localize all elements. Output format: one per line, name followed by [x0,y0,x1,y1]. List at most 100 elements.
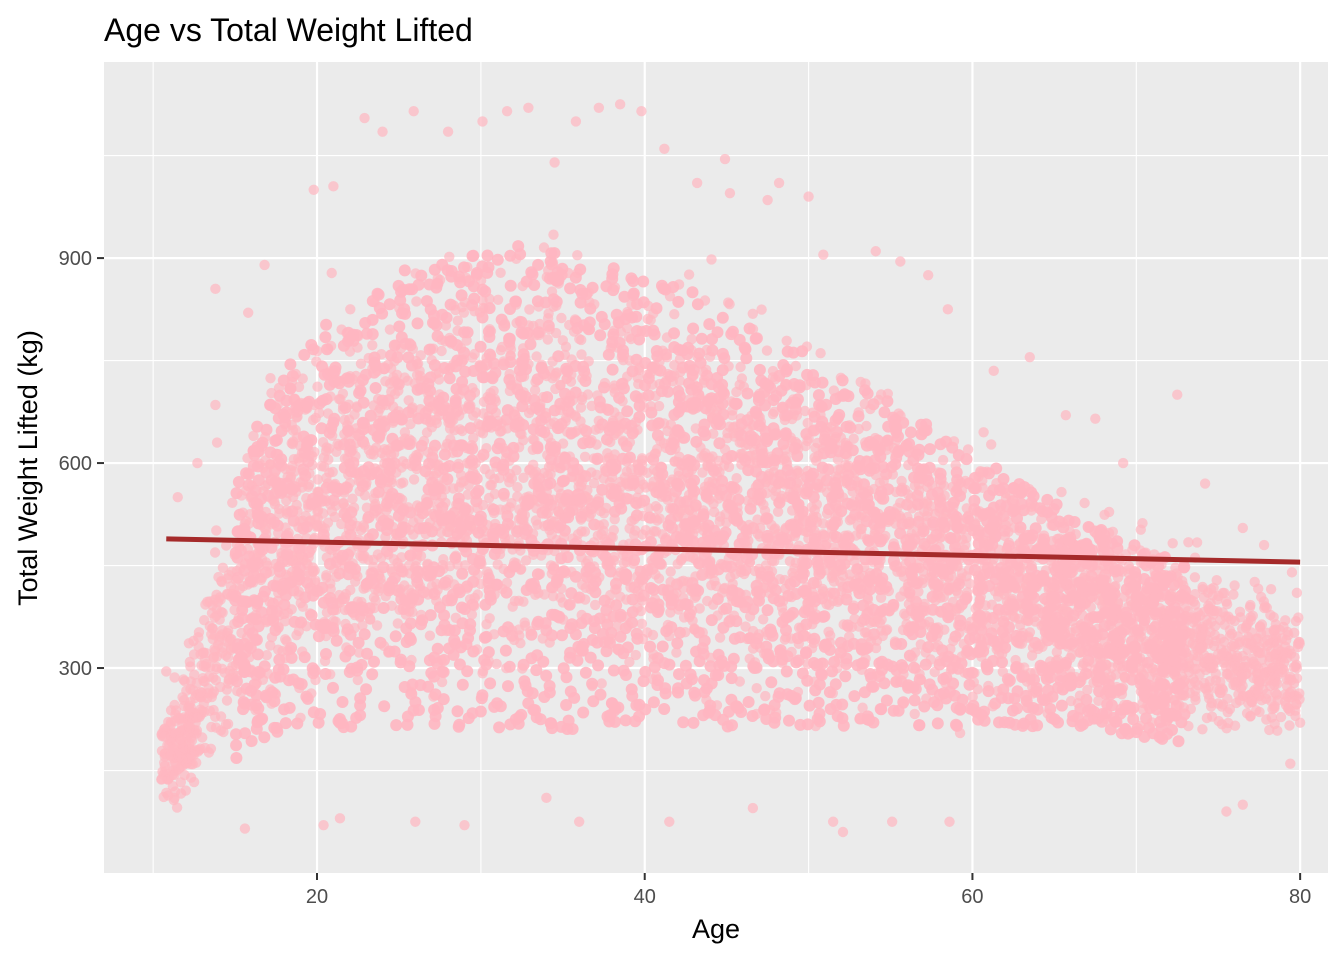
data-point [630,649,641,661]
data-point [654,513,665,524]
data-point [439,576,452,589]
data-point [706,344,719,357]
data-point [298,651,311,664]
data-point [1191,623,1202,634]
data-point [411,369,423,381]
data-point [1265,609,1276,621]
data-point [495,267,506,278]
data-point [1204,676,1216,687]
data-point [312,381,323,392]
data-point [468,432,479,444]
data-point [202,596,213,607]
data-point [1229,580,1240,591]
data-point [365,614,376,625]
data-point [624,523,635,534]
data-point [919,658,932,671]
data-point [198,660,210,672]
data-point [694,603,705,614]
data-point [548,229,559,240]
data-point [693,347,706,360]
data-point [790,656,803,669]
data-point [376,447,387,459]
data-point [752,514,763,525]
data-point [1275,711,1287,723]
data-point [1261,714,1272,725]
data-point [186,749,197,760]
data-point [968,564,981,577]
data-point [857,702,868,713]
data-point [1219,587,1230,599]
data-point [1205,584,1217,595]
data-point [1294,694,1305,705]
data-point [960,453,973,466]
data-point [608,525,619,536]
data-point [1242,691,1253,703]
data-point [367,340,378,351]
data-point [221,695,233,706]
data-point [1103,506,1115,518]
data-point [669,309,680,320]
data-point [1207,604,1218,616]
data-point [931,717,944,730]
data-point [731,473,742,484]
data-point [454,424,466,435]
data-point [183,638,195,649]
data-point [484,613,495,624]
data-point [206,607,218,619]
data-point [1065,638,1077,651]
data-point [1135,524,1147,535]
data-point [665,566,676,577]
data-point [823,626,834,637]
data-point [1249,576,1260,588]
data-point [191,711,202,723]
data-point [323,454,334,465]
data-point [456,302,468,313]
data-point [716,311,729,324]
data-point [208,704,219,716]
data-point [839,670,852,683]
data-point [358,553,369,564]
data-point [1218,657,1230,668]
data-point [339,414,350,426]
data-point [392,618,403,629]
data-point [557,335,568,346]
data-point [215,725,226,736]
data-point [216,576,228,588]
data-point [326,267,337,279]
data-point [756,304,767,315]
data-point [542,334,553,345]
data-point [492,294,504,305]
data-point [596,529,607,540]
data-point [937,454,949,466]
data-point [449,551,462,564]
data-point [184,722,195,734]
data-point [715,511,726,522]
data-point [233,508,246,521]
data-point [165,719,176,731]
data-point [761,345,773,356]
data-point [598,594,611,607]
data-point [209,643,220,655]
data-point [770,523,781,534]
data-point [1079,497,1090,509]
data-point [889,638,902,650]
data-point [528,459,539,470]
data-point [189,669,200,680]
data-point [321,343,333,356]
data-point [1218,647,1229,658]
data-point [735,361,746,373]
data-point [519,617,530,628]
data-point [962,444,974,455]
data-point [512,482,523,493]
data-point [484,677,497,690]
data-point [436,345,447,357]
data-point [1167,538,1178,549]
data-point [355,358,367,369]
data-point [431,578,442,590]
data-point [293,625,304,637]
data-point [1234,606,1246,617]
data-point [636,618,647,629]
data-point [858,613,871,626]
data-point [424,630,436,641]
data-point [579,451,591,462]
